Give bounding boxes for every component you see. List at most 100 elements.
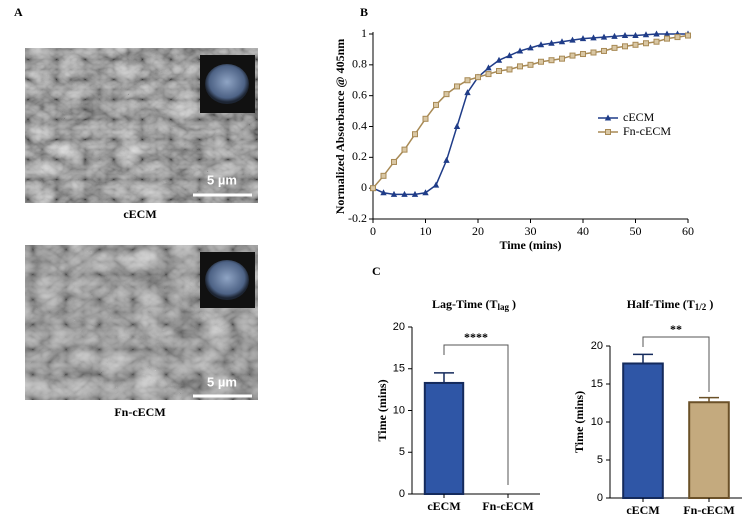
legend-marker — [605, 129, 611, 135]
sem-image: 5 µm — [25, 48, 258, 203]
marker — [548, 57, 555, 64]
x-tick-label: Fn-cECM — [683, 503, 734, 517]
marker — [485, 71, 492, 78]
marker — [443, 91, 450, 98]
legend-label: cECM — [623, 110, 655, 124]
title-text: Half-Time (T — [627, 297, 695, 311]
y-axis-label: Time (mins) — [572, 391, 586, 453]
x-tick-label: 40 — [577, 224, 589, 238]
marker — [422, 115, 429, 122]
marker — [517, 63, 523, 70]
marker — [685, 32, 691, 39]
marker — [506, 66, 513, 73]
marker — [464, 77, 471, 84]
x-tick-label: cECM — [626, 503, 659, 517]
y-tick-label: 1 — [361, 26, 367, 40]
significance-label: **** — [464, 330, 488, 344]
y-tick-label: 20 — [393, 321, 405, 333]
marker — [558, 38, 566, 45]
y-tick-label: 0 — [399, 488, 405, 500]
x-tick-label: 50 — [630, 224, 642, 238]
y-tick-label: 0.2 — [352, 149, 367, 163]
panel-label: C — [372, 264, 381, 278]
y-tick-label: 0.4 — [352, 118, 367, 132]
marker — [580, 51, 586, 58]
marker — [496, 68, 502, 74]
marker — [579, 35, 587, 42]
marker — [401, 190, 408, 197]
marker — [569, 36, 576, 43]
marker — [590, 49, 597, 56]
image-caption: cECM — [123, 207, 156, 221]
marker — [401, 146, 408, 153]
x-axis-label: Time (mins) — [499, 238, 561, 252]
marker — [622, 43, 628, 50]
marker — [548, 39, 555, 46]
y-tick-label: 5 — [399, 446, 405, 458]
marker — [464, 89, 471, 96]
marker — [664, 35, 670, 42]
x-tick-label: 10 — [420, 224, 432, 238]
marker — [527, 44, 534, 51]
title-text: Lag-Time (T — [432, 297, 497, 311]
title-text: ) — [706, 297, 713, 311]
marker — [380, 189, 387, 196]
chart-title: Half-Time (T1/2 ) — [627, 297, 714, 312]
marker — [443, 156, 450, 163]
marker — [621, 32, 629, 39]
panel-label: A — [14, 5, 23, 19]
marker — [454, 83, 460, 90]
droplet — [205, 260, 249, 300]
x-tick-label: 30 — [525, 224, 537, 238]
y-tick-label: 10 — [393, 404, 405, 416]
marker — [391, 158, 397, 165]
marker — [642, 31, 650, 38]
significance-bracket — [443, 344, 509, 485]
title-subscript: lag — [497, 302, 509, 312]
x-tick-label: 60 — [682, 224, 694, 238]
y-tick-label: -0.2 — [348, 211, 367, 225]
marker — [590, 34, 597, 41]
marker — [601, 47, 607, 54]
error-bar — [434, 372, 454, 383]
marker — [600, 33, 608, 40]
y-tick-label: 15 — [393, 363, 405, 375]
marker — [527, 61, 534, 68]
marker — [559, 55, 565, 62]
marker — [433, 101, 439, 108]
marker — [663, 30, 671, 37]
y-tick-label: 0 — [361, 180, 367, 194]
scale-label: 5 µm — [207, 374, 237, 389]
marker — [432, 181, 440, 188]
panel-label: B — [360, 5, 368, 19]
marker — [674, 34, 681, 41]
marker — [632, 41, 639, 48]
marker — [653, 38, 660, 45]
y-tick-label: 15 — [591, 378, 603, 390]
significance-label: ** — [670, 322, 682, 336]
marker — [611, 32, 618, 39]
scale-label: 5 µm — [207, 172, 237, 187]
marker — [516, 47, 524, 54]
marker — [537, 41, 545, 48]
x-tick-label: Fn-cECM — [482, 499, 533, 513]
error-bar — [699, 396, 719, 403]
marker — [380, 172, 387, 179]
marker — [653, 30, 660, 37]
droplet — [205, 64, 249, 104]
title-text: ) — [509, 297, 516, 311]
y-tick-label: 0.8 — [352, 57, 367, 71]
y-axis-label: Normalized Absorbance @ 405nm — [333, 39, 347, 215]
legend-marker — [604, 114, 612, 121]
bar — [423, 381, 465, 496]
sem-image: 5 µm — [25, 245, 258, 400]
x-tick-label: cECM — [427, 499, 460, 513]
chart-title: Lag-Time (Tlag ) — [432, 297, 516, 312]
marker — [611, 44, 618, 51]
y-tick-label: 0.6 — [352, 87, 367, 101]
x-tick-label: 20 — [472, 224, 484, 238]
marker — [495, 56, 503, 63]
y-tick-label: 20 — [591, 340, 603, 352]
image-caption: Fn-cECM — [114, 405, 165, 419]
